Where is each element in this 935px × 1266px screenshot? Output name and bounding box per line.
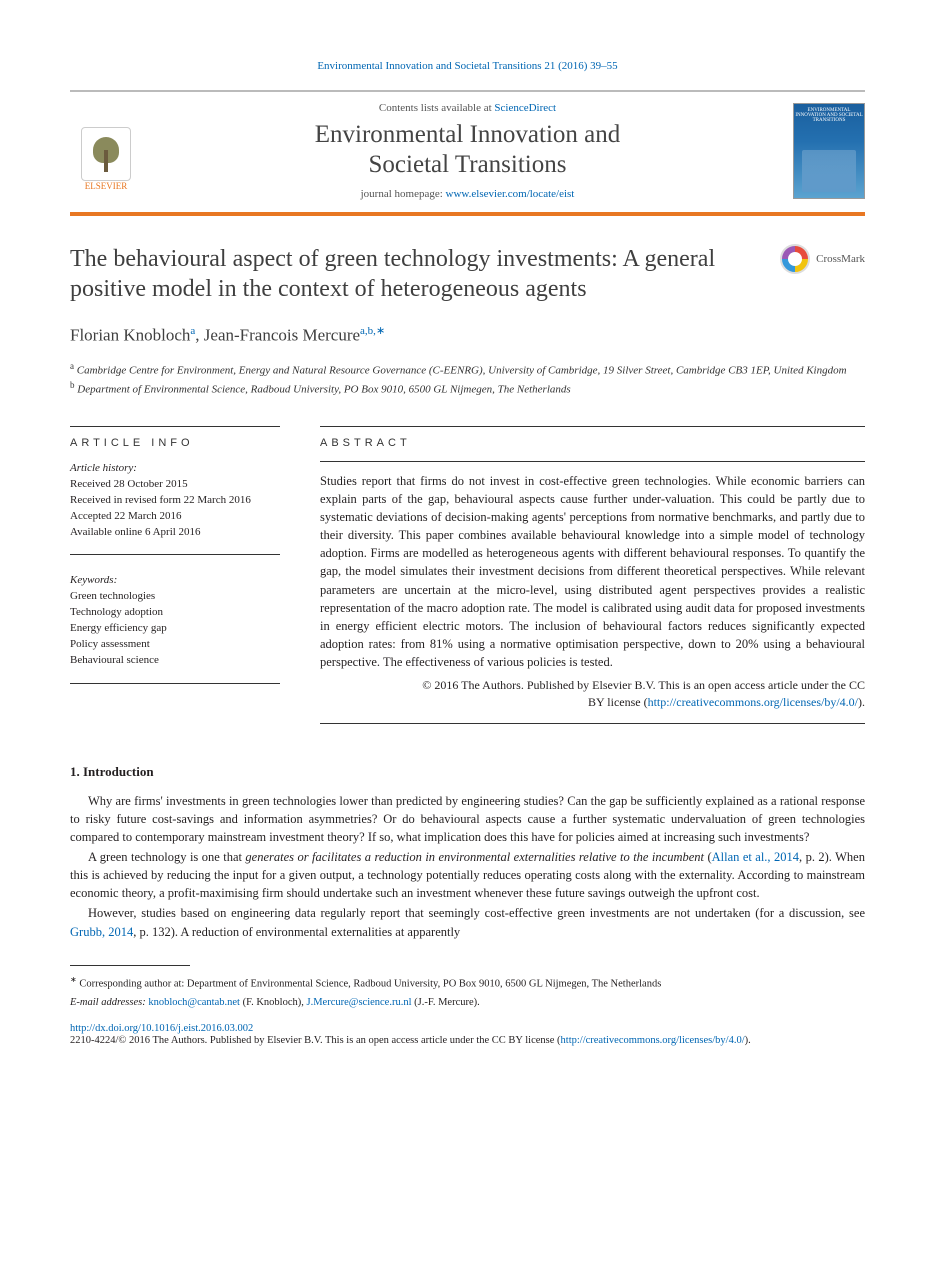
section-heading: 1. Introduction	[70, 764, 865, 780]
journal-ref-link[interactable]: Environmental Innovation and Societal Tr…	[317, 60, 617, 72]
crossmark-label: CrossMark	[816, 253, 865, 265]
keyword: Green technologies	[70, 589, 280, 605]
contents-prefix: Contents lists available at	[379, 102, 494, 114]
history-line: Received 28 October 2015	[70, 477, 280, 493]
abstract-body: Studies report that firms do not invest …	[320, 474, 865, 669]
journal-reference: Environmental Innovation and Societal Tr…	[70, 60, 865, 72]
footnote-text: Corresponding author at: Department of E…	[79, 978, 661, 989]
doi-link[interactable]: http://dx.doi.org/10.1016/j.eist.2016.03…	[70, 1023, 253, 1034]
cover-text: ENVIRONMENTAL INNOVATION AND SOCIETAL TR…	[795, 108, 862, 123]
email-link-1[interactable]: knobloch@cantab.net	[148, 997, 240, 1008]
issn-prefix: 2210-4224/© 2016 The Authors. Published …	[70, 1035, 561, 1046]
keyword: Energy efficiency gap	[70, 621, 280, 637]
email-label: E-mail addresses:	[70, 997, 146, 1008]
header-center: Contents lists available at ScienceDirec…	[160, 102, 775, 200]
journal-header: ELSEVIER Contents lists available at Sci…	[70, 90, 865, 216]
issn-suffix: ).	[745, 1035, 751, 1046]
article-history-block: Article history: Received 28 October 201…	[70, 461, 280, 556]
article-info-heading: article info	[70, 426, 280, 449]
sciencedirect-link[interactable]: ScienceDirect	[494, 102, 556, 114]
homepage-prefix: journal homepage:	[361, 188, 446, 200]
journal-name-line1: Environmental Innovation and	[315, 121, 620, 148]
author-list: Florian Knoblocha, Jean-Francois Mercure…	[70, 324, 865, 346]
footnote-marker: ∗	[70, 975, 77, 984]
copyright-line1: © 2016 The Authors. Published by Elsevie…	[422, 678, 865, 692]
abstract-heading: abstract	[320, 426, 865, 449]
email-footnote: E-mail addresses: knobloch@cantab.net (F…	[70, 996, 865, 1011]
introduction-section: 1. Introduction Why are firms' investmen…	[70, 764, 865, 941]
keyword: Technology adoption	[70, 605, 280, 621]
affiliations: a Cambridge Centre for Environment, Ener…	[70, 360, 865, 398]
affil-text-a: Cambridge Centre for Environment, Energy…	[77, 364, 847, 376]
keywords-label: Keywords:	[70, 573, 280, 589]
affil-marker-b: b	[70, 380, 75, 390]
history-line: Accepted 22 March 2016	[70, 509, 280, 525]
copyright-block: © 2016 The Authors. Published by Elsevie…	[320, 677, 865, 711]
email-name-1: (F. Knobloch),	[240, 997, 307, 1008]
doi-line: http://dx.doi.org/10.1016/j.eist.2016.03…	[70, 1023, 865, 1034]
abstract-column: abstract Studies report that firms do no…	[320, 426, 865, 724]
title-row: The behavioural aspect of green technolo…	[70, 244, 865, 304]
elsevier-logo: ELSEVIER	[70, 111, 142, 191]
keyword: Behavioural science	[70, 653, 280, 669]
author-2-affil-link[interactable]: a,b,	[360, 325, 376, 337]
homepage-line: journal homepage: www.elsevier.com/locat…	[160, 188, 775, 200]
keywords-block: Keywords: Green technologies Technology …	[70, 573, 280, 684]
article-info-column: article info Article history: Received 2…	[70, 426, 280, 724]
section-number: 1.	[70, 764, 80, 779]
body-paragraph: Why are firms' investments in green tech…	[70, 792, 865, 846]
email-name-2: (J.-F. Mercure).	[412, 997, 480, 1008]
history-line: Received in revised form 22 March 2016	[70, 493, 280, 509]
crossmark-badge[interactable]: CrossMark	[780, 244, 865, 274]
author-sep: ,	[195, 326, 204, 345]
abstract-text: Studies report that firms do not invest …	[320, 461, 865, 724]
email-link-2[interactable]: J.Mercure@science.ru.nl	[307, 997, 412, 1008]
author-1: Florian Knobloch	[70, 326, 190, 345]
history-line: Available online 6 April 2016	[70, 525, 280, 541]
page-container: Environmental Innovation and Societal Tr…	[0, 0, 935, 1098]
section-title: Introduction	[83, 764, 154, 779]
affil-text-b: Department of Environmental Science, Rad…	[77, 383, 570, 395]
corresponding-marker-link[interactable]: ∗	[376, 325, 385, 337]
history-label: Article history:	[70, 461, 280, 477]
issn-cc-link[interactable]: http://creativecommons.org/licenses/by/4…	[561, 1035, 745, 1046]
corresponding-author-footnote: ∗ Corresponding author at: Department of…	[70, 974, 865, 992]
affiliation-a: a Cambridge Centre for Environment, Ener…	[70, 360, 865, 379]
cc-license-link[interactable]: http://creativecommons.org/licenses/by/4…	[648, 695, 858, 709]
journal-cover-thumbnail: ENVIRONMENTAL INNOVATION AND SOCIETAL TR…	[793, 103, 865, 199]
homepage-link[interactable]: www.elsevier.com/locate/eist	[446, 188, 575, 200]
author-2: Jean-Francois Mercure	[204, 326, 360, 345]
elsevier-tree-icon	[81, 127, 131, 181]
issn-copyright-line: 2210-4224/© 2016 The Authors. Published …	[70, 1034, 865, 1048]
article-title: The behavioural aspect of green technolo…	[70, 244, 760, 304]
crossmark-icon	[780, 244, 810, 274]
copyright-prefix: BY license (	[588, 695, 648, 709]
publisher-name: ELSEVIER	[85, 181, 128, 191]
keyword: Policy assessment	[70, 637, 280, 653]
body-paragraph: However, studies based on engineering da…	[70, 904, 865, 940]
journal-name: Environmental Innovation and Societal Tr…	[160, 120, 775, 180]
journal-name-line2: Societal Transitions	[369, 151, 567, 178]
affil-marker-a: a	[70, 361, 74, 371]
info-abstract-row: article info Article history: Received 2…	[70, 426, 865, 724]
copyright-suffix: ).	[858, 695, 865, 709]
body-paragraph: A green technology is one that generates…	[70, 848, 865, 902]
affiliation-b: b Department of Environmental Science, R…	[70, 379, 865, 398]
footnote-separator	[70, 965, 190, 966]
contents-lists-line: Contents lists available at ScienceDirec…	[160, 102, 775, 114]
